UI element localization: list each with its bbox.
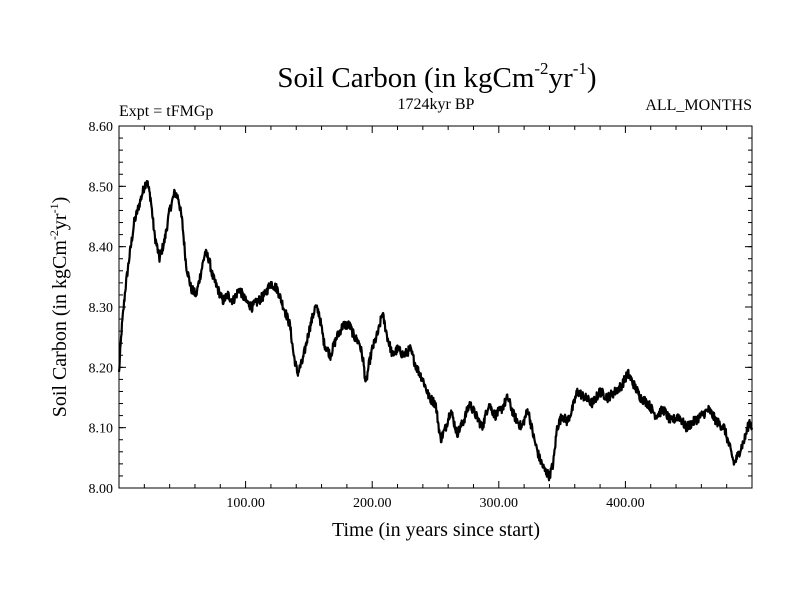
y-tick-label: 8.60 (89, 120, 114, 135)
y-axis-label: Soil Carbon (in kgCm-2yr-1) (47, 197, 71, 418)
chart-title: Soil Carbon (in kgCm-2yr-1) (277, 59, 596, 94)
y-tick-label: 8.50 (89, 180, 114, 195)
plot-frame (118, 125, 753, 489)
y-tick-label: 8.20 (89, 361, 114, 376)
soil-carbon-series-line (117, 179, 754, 482)
y-tick-label: 8.30 (89, 301, 114, 316)
y-tick-label: 8.10 (89, 422, 114, 437)
months-label: ALL_MONTHS (645, 97, 752, 114)
y-tick-label: 8.40 (89, 241, 114, 256)
x-tick-label: 100.00 (226, 496, 265, 511)
x-tick-label: 300.00 (480, 496, 519, 511)
y-tick-label: 8.00 (89, 482, 114, 497)
x-tick-label: 200.00 (353, 496, 392, 511)
x-tick-label: 400.00 (606, 496, 645, 511)
x-axis-label: Time (in years since start) (332, 519, 540, 541)
experiment-label: Expt = tFMGp (119, 103, 213, 120)
chart-subtitle: 1724kyr BP (398, 96, 475, 113)
y-axis-ticks: 8.00 8.10 8.20 8.30 8.40 8.50 8.60 (89, 120, 752, 497)
x-axis-ticks: 100.00 200.00 300.00 400.00 (143, 126, 728, 511)
